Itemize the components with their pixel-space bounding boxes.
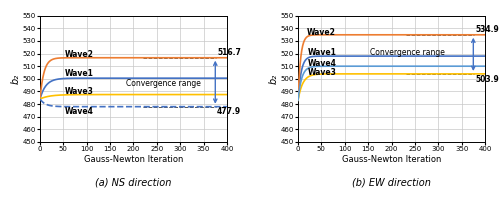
X-axis label: Gauss-Newton Iteration: Gauss-Newton Iteration xyxy=(84,155,183,164)
Text: 503.9: 503.9 xyxy=(475,74,499,84)
Text: Convergence range: Convergence range xyxy=(126,79,202,88)
Text: Wave2: Wave2 xyxy=(306,28,336,37)
Text: Wave3: Wave3 xyxy=(308,68,336,77)
Y-axis label: b₂: b₂ xyxy=(269,74,279,84)
Text: Wave4: Wave4 xyxy=(308,59,336,68)
Text: Wave2: Wave2 xyxy=(64,50,93,59)
Text: (a) NS direction: (a) NS direction xyxy=(96,177,172,187)
Y-axis label: b₂: b₂ xyxy=(11,74,21,84)
Text: 477.9: 477.9 xyxy=(217,107,242,116)
Text: (b) EW direction: (b) EW direction xyxy=(352,177,431,187)
Text: Wave1: Wave1 xyxy=(308,48,336,57)
Text: Wave3: Wave3 xyxy=(64,87,93,96)
Text: 516.7: 516.7 xyxy=(217,48,241,57)
X-axis label: Gauss-Newton Iteration: Gauss-Newton Iteration xyxy=(342,155,441,164)
Text: Wave4: Wave4 xyxy=(64,107,93,116)
Text: 534.9: 534.9 xyxy=(475,25,499,34)
Text: Wave1: Wave1 xyxy=(64,69,93,78)
Text: Convergence range: Convergence range xyxy=(370,48,446,57)
